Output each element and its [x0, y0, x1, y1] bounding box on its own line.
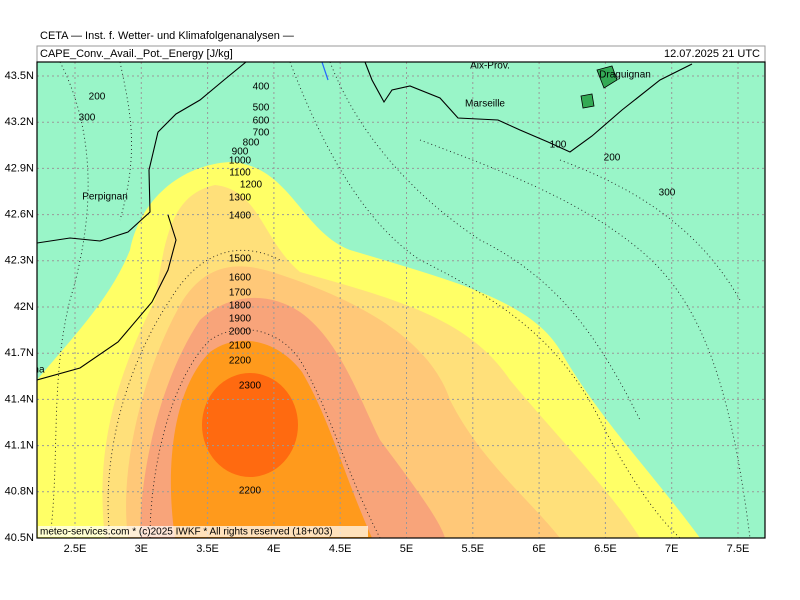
lon-label: 6E [532, 543, 545, 555]
lat-label: 42.3N [5, 255, 34, 267]
contour-label: 1500 [229, 254, 252, 265]
place-name: Marseille [465, 99, 505, 110]
map-area: Aix-Prov. Marseille Draguignan Perpignan Bar… [0, 61, 765, 538]
place-name: Draguignan [599, 70, 651, 81]
contour-label: 2200 [239, 486, 262, 497]
lon-label: 7.5E [727, 543, 750, 555]
lat-label: 41.4N [5, 393, 34, 405]
contour-label: 1100 [229, 168, 251, 179]
contour-label: 800 [243, 138, 260, 149]
graticule [37, 62, 765, 538]
island [596, 65, 618, 89]
valid-time: 12.07.2025 21 UTC [664, 48, 760, 60]
lon-label: 6.5E [594, 543, 617, 555]
contour-label: 400 [253, 82, 270, 93]
contour-label: 1900 [229, 314, 252, 325]
lon-label: 4.5E [329, 543, 352, 555]
contour-label: 2100 [229, 341, 252, 352]
contour-label: 1200 [240, 180, 263, 191]
contour-label: 300 [659, 188, 676, 199]
place-name: Barcelona [0, 365, 45, 376]
lat-label: 42.9N [5, 162, 34, 174]
contour-label: 100 [550, 140, 567, 151]
contour-label: 1600 [229, 273, 252, 284]
contour-label: 2300 [239, 381, 262, 392]
coastline-spain [37, 214, 177, 381]
lat-label: 42.6N [5, 209, 34, 221]
lon-label: 4E [267, 543, 280, 555]
lon-label: 5E [400, 543, 413, 555]
lon-label: 5.5E [461, 543, 484, 555]
contour-label: 700 [253, 128, 270, 139]
footer: meteo-services.com * (c)2025 IWKF * All … [40, 527, 333, 538]
contour-label: 1000 [229, 156, 252, 167]
contour-label: 1400 [229, 211, 252, 222]
lon-label: 3E [135, 543, 148, 555]
lat-label: 43.2N [5, 116, 34, 128]
lat-label: 40.5N [5, 532, 34, 544]
coastline-west [37, 62, 247, 244]
header-title: CETA — Inst. f. Wetter- und Klimafolgena… [40, 30, 294, 42]
coastline-provence [364, 62, 693, 153]
lat-label: 41.7N [5, 347, 34, 359]
isolines [49, 62, 751, 538]
contour-label: 500 [253, 103, 270, 114]
contour-label: 1300 [229, 193, 252, 204]
contour-labels: Aix-Prov. Marseille Draguignan Perpignan Bar… [0, 61, 676, 497]
contour-label: 2000 [229, 327, 252, 338]
lat-label: 41.1N [5, 440, 34, 452]
footer-bg [38, 526, 368, 537]
lon-label: 7E [665, 543, 678, 555]
island [580, 93, 595, 109]
contour-label: 200 [604, 153, 621, 164]
contour-label: 300 [79, 113, 96, 124]
contour-label: 600 [253, 116, 270, 127]
contour-label: 900 [232, 147, 249, 158]
place-name: Perpignan [82, 192, 128, 203]
map-frame [36, 61, 766, 539]
lon-label: 3.5E [196, 543, 219, 555]
border [321, 62, 329, 81]
contour-label: 1700 [229, 288, 252, 299]
lon-label: 2.5E [64, 543, 87, 555]
field-name: CAPE_Conv._Avail._Pot._Energy [J/kg] [40, 48, 233, 60]
contour-label: 1800 [229, 301, 252, 312]
lat-label: 42N [14, 301, 34, 313]
place-name: Aix-Prov. [470, 61, 510, 72]
lat-label: 43.5N [5, 70, 34, 82]
contour-label: 200 [89, 92, 106, 103]
contour-label: 2200 [229, 356, 252, 367]
lat-label: 40.8N [5, 486, 34, 498]
